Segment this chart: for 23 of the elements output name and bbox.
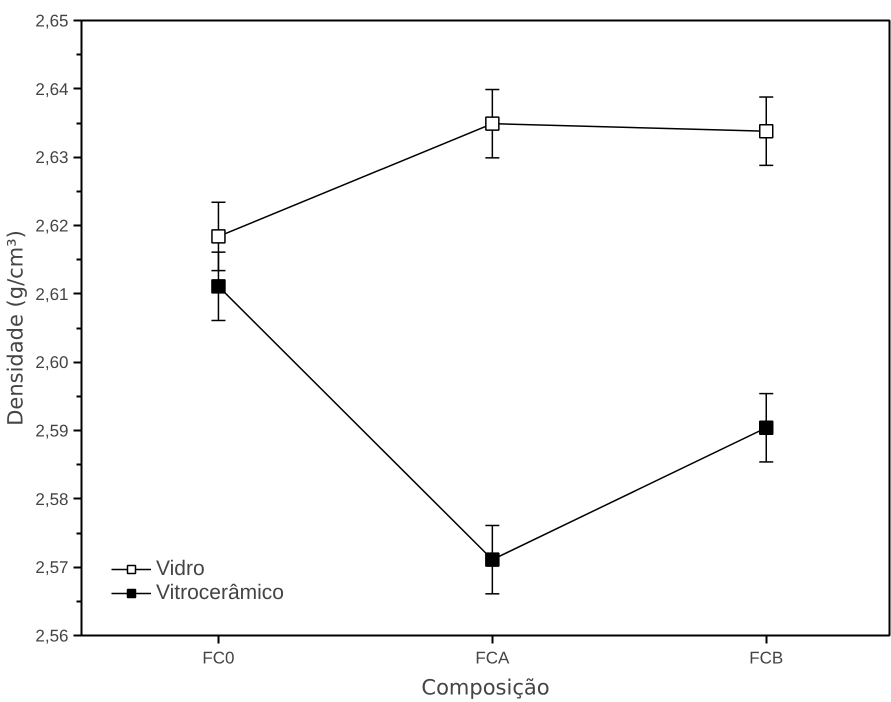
- x-tick-label: FC0: [202, 648, 235, 668]
- y-tick-label: 2,64: [35, 80, 69, 99]
- legend-label: Vidro: [156, 557, 205, 581]
- y-tick-label: 2,58: [35, 490, 69, 509]
- x-tick-label: FCB: [749, 648, 784, 668]
- point: [485, 116, 500, 131]
- y-tick-label: 2,61: [35, 284, 69, 304]
- point: [211, 279, 226, 294]
- y-tick-label: 2,60: [35, 353, 69, 372]
- x-axis-title: Composição: [421, 676, 550, 700]
- y-tick-label: 2,56: [35, 626, 69, 646]
- x-tick-label: FCA: [475, 648, 510, 668]
- legend-label: Vitrocerâmico: [156, 581, 284, 605]
- y-tick-label: 2,63: [35, 148, 69, 168]
- point: [211, 229, 226, 244]
- y-tick-label: 2,59: [35, 422, 69, 440]
- y-axis-title: Densidade (g/cm³): [3, 230, 28, 426]
- point: [758, 124, 774, 138]
- y-tick-label: 2,62: [35, 216, 69, 236]
- point: [485, 552, 500, 567]
- y-tick-label: 2,65: [35, 12, 69, 30]
- y-tick-label: 2,57: [35, 558, 69, 578]
- point: [758, 420, 774, 436]
